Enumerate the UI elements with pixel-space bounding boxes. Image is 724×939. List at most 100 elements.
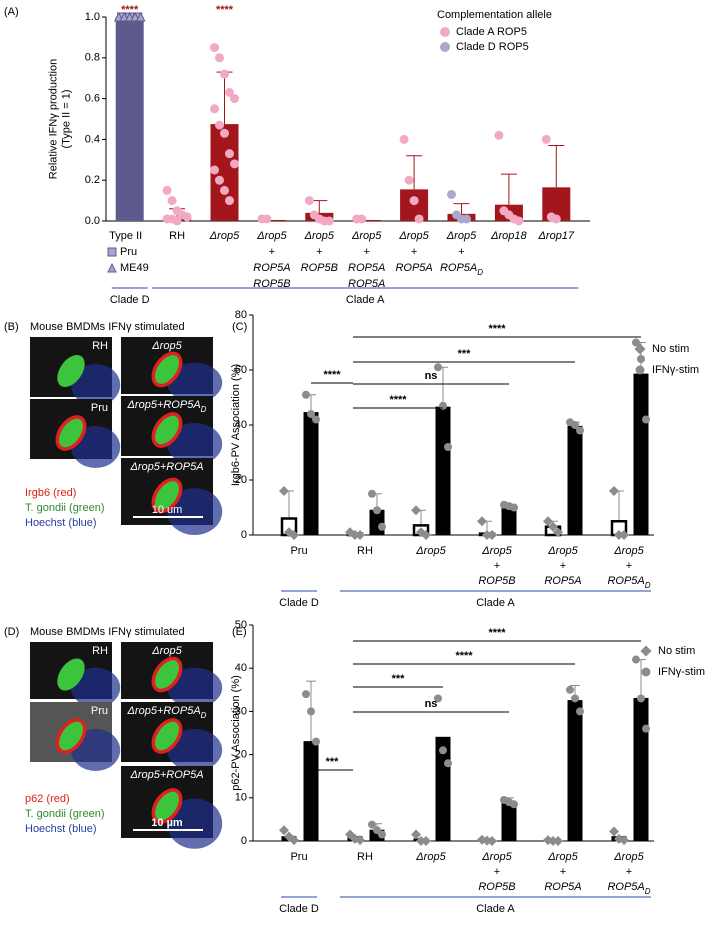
image-label: RH — [92, 645, 108, 657]
x-tick-label: Δrop5 — [256, 230, 287, 242]
stain-label: Hoechst (blue) — [25, 517, 97, 529]
image-label-main: Pru — [91, 402, 108, 414]
x-tick-label: + — [411, 246, 417, 258]
point — [220, 69, 229, 79]
significance: *** — [392, 673, 406, 685]
x-tick-label: + — [458, 246, 464, 258]
stain-label: p62 (red) — [25, 793, 70, 805]
significance: **** — [488, 627, 506, 639]
parasite — [151, 412, 183, 448]
panel-label: (B) — [4, 321, 19, 333]
scale-bar-label: 10 um — [152, 504, 183, 516]
point — [477, 516, 487, 527]
parasite — [151, 477, 183, 514]
legend-label: No stim — [652, 343, 689, 355]
point — [576, 426, 584, 435]
x-tick-label: ROP5A — [348, 262, 385, 274]
y-tick-label: 20 — [235, 749, 247, 761]
image-label-main: RH — [92, 645, 108, 657]
x-tick-label: + — [269, 246, 275, 258]
x-tick-label: ROP5B — [478, 881, 515, 893]
legend-symbol — [440, 42, 450, 52]
bar — [567, 700, 583, 842]
x-tick-label: ROP5AD — [607, 881, 650, 896]
point — [312, 737, 320, 746]
x-tick-label: RH — [169, 230, 185, 242]
parasite — [55, 415, 87, 451]
legend-symbol — [641, 667, 651, 677]
point — [632, 338, 640, 347]
point — [289, 530, 299, 540]
y-axis-label: p62-PV Association (%) — [230, 675, 242, 791]
point — [543, 516, 553, 527]
strain-label: ME49 — [120, 262, 149, 274]
group-label: Clade A — [346, 294, 385, 306]
point — [368, 489, 376, 498]
point — [312, 415, 320, 424]
x-tick-label: Δrop5 — [351, 230, 382, 242]
bar — [633, 373, 649, 536]
legend-title: Complementation allele — [437, 9, 552, 21]
image-label: Δrop5+ROP5A — [129, 769, 203, 781]
x-tick-label: ROP5B — [301, 262, 338, 274]
bar — [303, 741, 319, 842]
nucleus — [167, 362, 223, 403]
point — [307, 707, 315, 716]
image-label-main: Δrop5+ROP5A — [129, 769, 203, 781]
point — [404, 175, 414, 185]
significance: **** — [323, 369, 341, 381]
significance: ns — [425, 698, 438, 710]
x-tick-label: ROP5A — [544, 881, 581, 893]
point — [225, 87, 234, 97]
x-tick-label: + — [494, 560, 500, 572]
y-tick-label: 40 — [235, 419, 247, 431]
x-tick-label-main: ROP5A — [440, 262, 477, 274]
point — [609, 826, 619, 837]
x-tick-label: ROP5A — [253, 262, 290, 274]
parasite — [57, 354, 85, 388]
panel-title: Mouse BMDMs IFNγ stimulated — [30, 626, 185, 638]
point — [324, 216, 334, 226]
image-label: Δrop5+ROP5AD — [127, 705, 207, 720]
panel-label: (E) — [232, 626, 247, 638]
y-tick-label: 0.8 — [85, 52, 100, 64]
nucleus — [167, 423, 223, 465]
x-tick-label: Δrop5 — [446, 230, 477, 242]
y-tick-label: 0 — [241, 835, 247, 847]
y-tick-label: 80 — [235, 309, 247, 321]
x-tick-label: Δrop5 — [415, 545, 446, 557]
image-label-main: Pru — [91, 705, 108, 717]
y-axis-label: Relative IFNγ production — [47, 59, 59, 179]
x-tick-label: RH — [357, 851, 373, 863]
parasite — [57, 658, 85, 691]
point — [487, 836, 497, 846]
parasite — [151, 718, 183, 754]
x-tick-label: + — [494, 866, 500, 878]
legend-symbol — [635, 365, 645, 375]
point — [439, 401, 447, 410]
image-label: Δrop5 — [151, 340, 182, 352]
point — [210, 104, 219, 114]
bar — [303, 412, 319, 536]
nucleus — [167, 729, 223, 771]
point — [210, 43, 219, 53]
point — [135, 11, 146, 22]
point — [619, 835, 629, 846]
point — [421, 836, 431, 846]
y-tick-label: 1.0 — [85, 11, 100, 23]
y-tick-label: 60 — [235, 364, 247, 376]
point — [576, 707, 584, 716]
point — [411, 829, 421, 840]
point — [230, 94, 239, 104]
x-tick-label-main: ROP5A — [607, 881, 644, 893]
group-label: Clade A — [476, 597, 515, 609]
panel-label: (C) — [232, 321, 247, 333]
significance: **** — [389, 394, 407, 406]
x-tick-label: ROP5A — [544, 575, 581, 587]
point — [553, 836, 563, 846]
point — [378, 522, 386, 531]
significance: **** — [488, 323, 506, 335]
significance: *** — [326, 756, 340, 768]
x-tick-label: Pru — [290, 851, 307, 863]
image-label-sub: D — [201, 405, 207, 414]
